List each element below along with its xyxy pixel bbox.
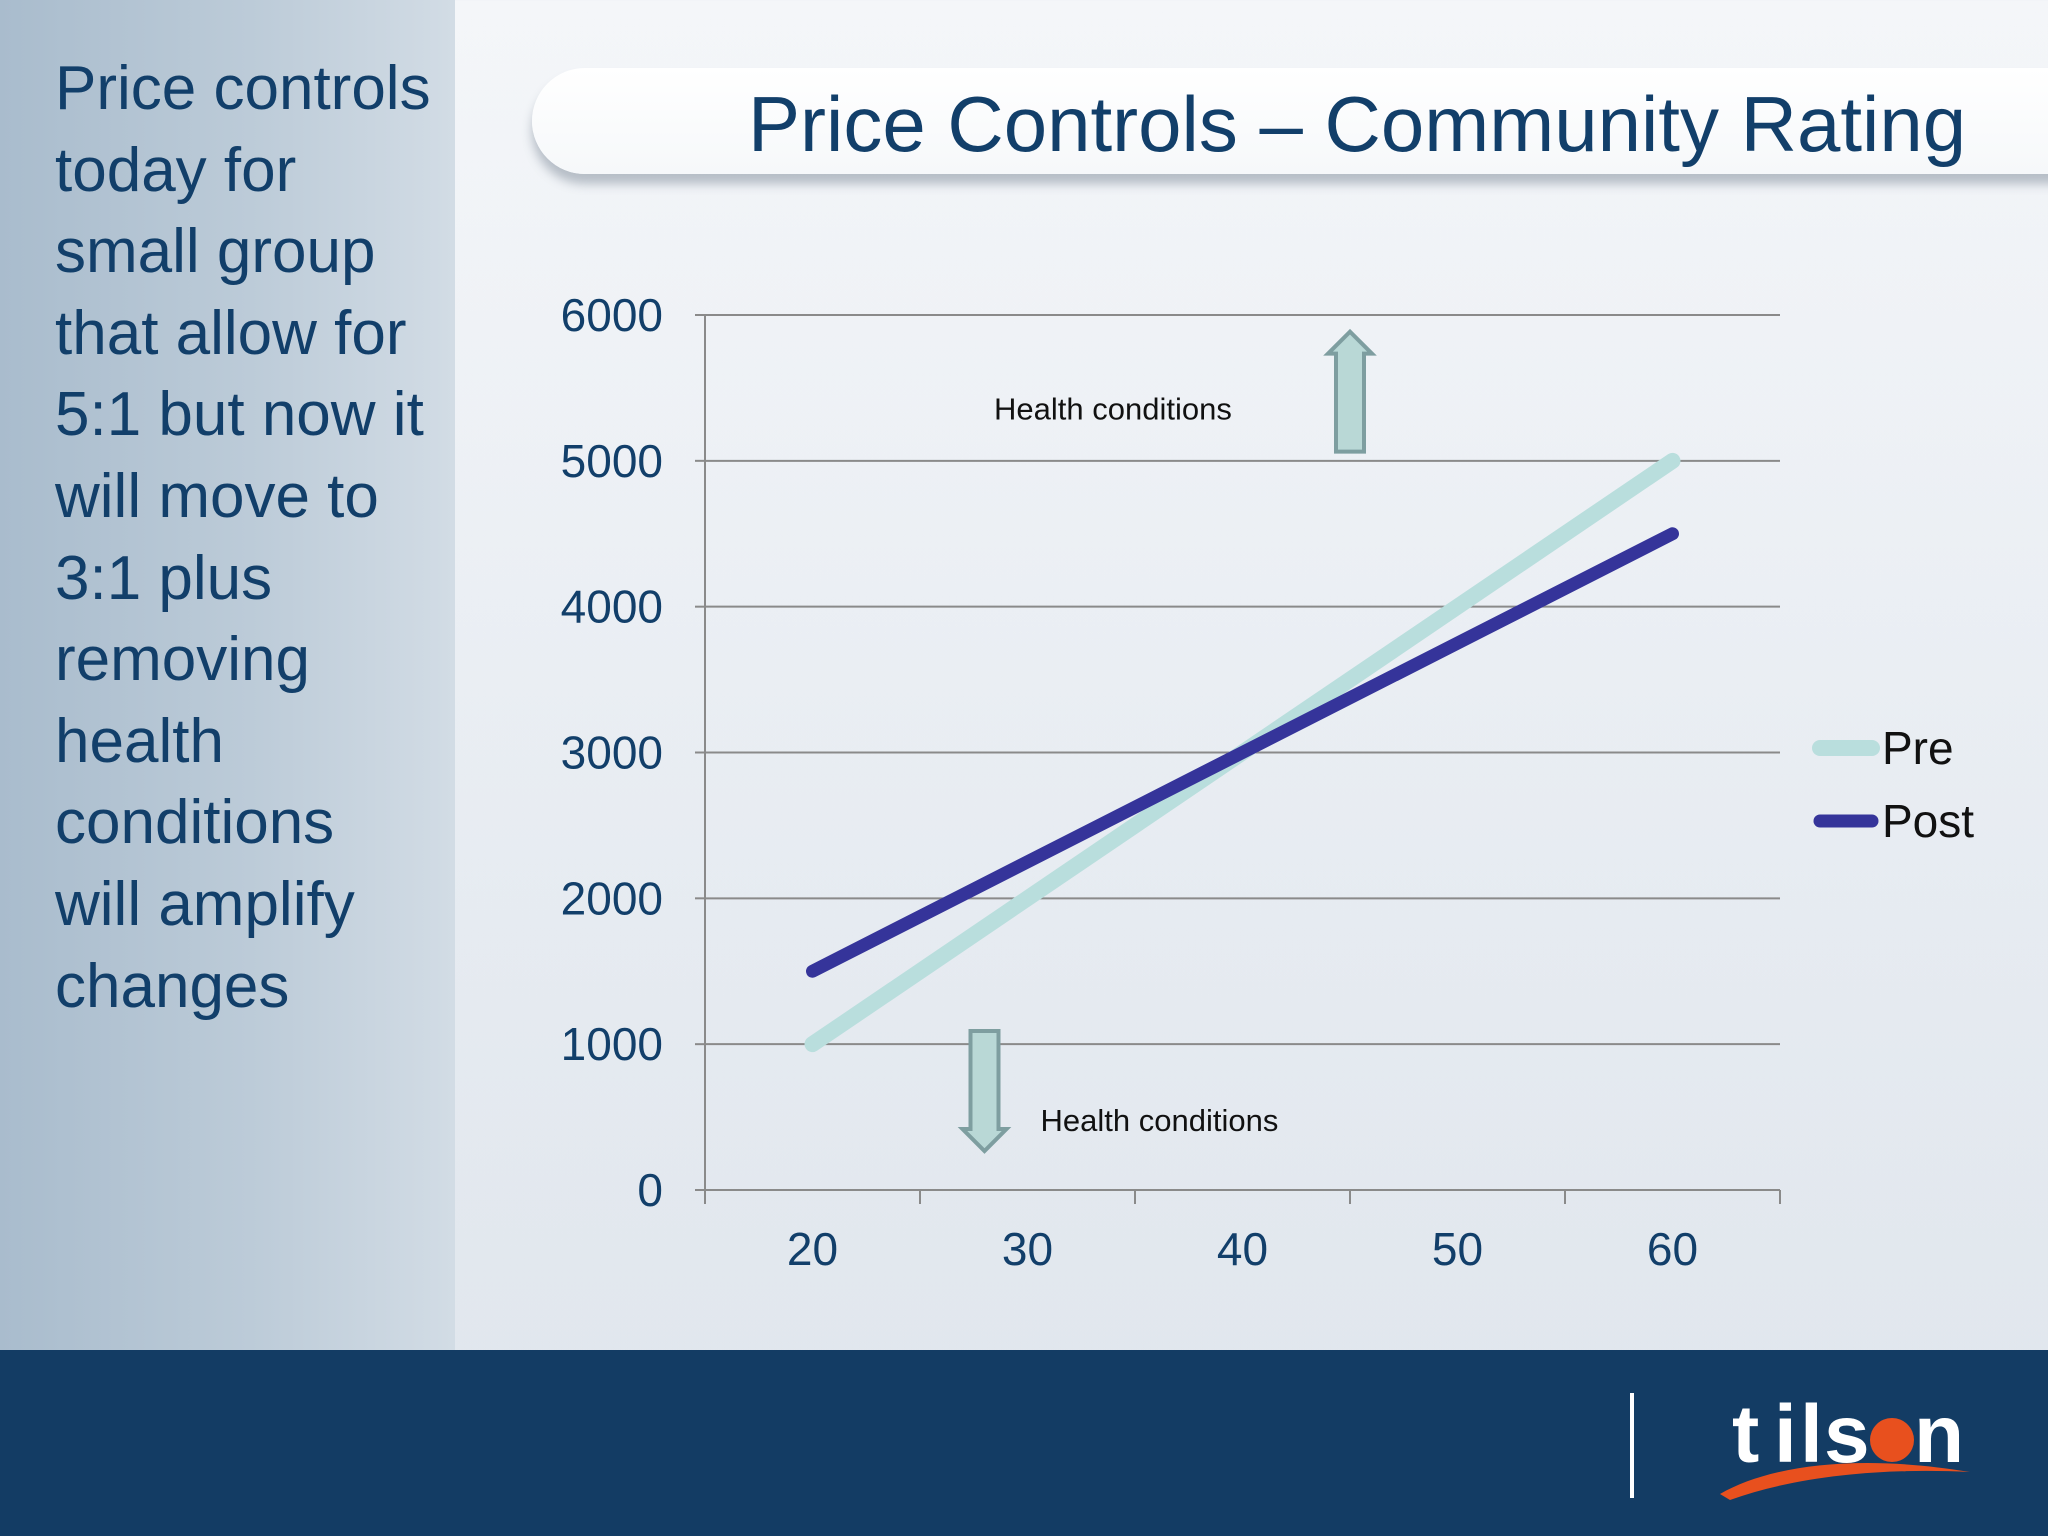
logo-letter-n: n [1914,1389,1964,1480]
x-tick-label: 20 [787,1223,838,1275]
grid-layer [705,314,1780,1046]
legend-label-pre: Pre [1882,722,1954,774]
series-layer [804,452,1681,1053]
title-bar [532,68,2048,174]
y-tick-label: 1000 [561,1018,663,1070]
logo-letter-t: t [1732,1389,1759,1480]
annotation-layer: Health conditions Health conditions [957,328,1377,1154]
annotation-label: Health conditions [994,392,1232,427]
sidebar-text: Price controls today for small group tha… [55,54,431,1021]
series-line-post [806,527,1679,978]
axis-layer: 0 1000 2000 3000 4000 5000 6000 20 30 40 50 60 [561,289,1781,1275]
y-tick-label: 4000 [561,581,663,633]
legend-label-post: Post [1882,795,1974,847]
logo-orange-dot [1870,1418,1914,1462]
annotation-up: Health conditions [994,328,1377,454]
arrow-up-icon [1323,328,1377,454]
x-tick-label: 30 [1002,1223,1053,1275]
x-tick-label: 60 [1647,1223,1698,1275]
arrow-down-icon [957,1029,1012,1154]
footer-bar [0,1350,2048,1536]
annotation-label: Health conditions [1041,1103,1279,1138]
y-tick-label: 3000 [561,727,663,779]
logo-letter-l: l [1800,1389,1823,1480]
tilson-logo: t i l s n [1720,1389,1970,1500]
footer-divider [1630,1393,1634,1498]
x-tick-label: 40 [1217,1223,1268,1275]
legend: Pre Post [1812,722,1974,847]
page-title: Price Controls – Community Rating [748,80,1967,168]
y-tick-label: 6000 [561,289,663,341]
line-chart: 0 1000 2000 3000 4000 5000 6000 20 30 40 50 60 Heal… [561,289,1975,1275]
y-tick-label: 5000 [561,435,663,487]
y-tick-label: 2000 [561,872,663,924]
annotation-down: Health conditions [957,1029,1279,1154]
x-tick-label: 50 [1432,1223,1483,1275]
logo-letter-i: i [1774,1389,1797,1480]
logo-letter-s: s [1824,1389,1870,1480]
y-tick-label: 0 [637,1164,663,1216]
logo-swoosh [1720,1463,1970,1500]
sidebar-panel: Price controls today for small group tha… [0,0,455,1350]
